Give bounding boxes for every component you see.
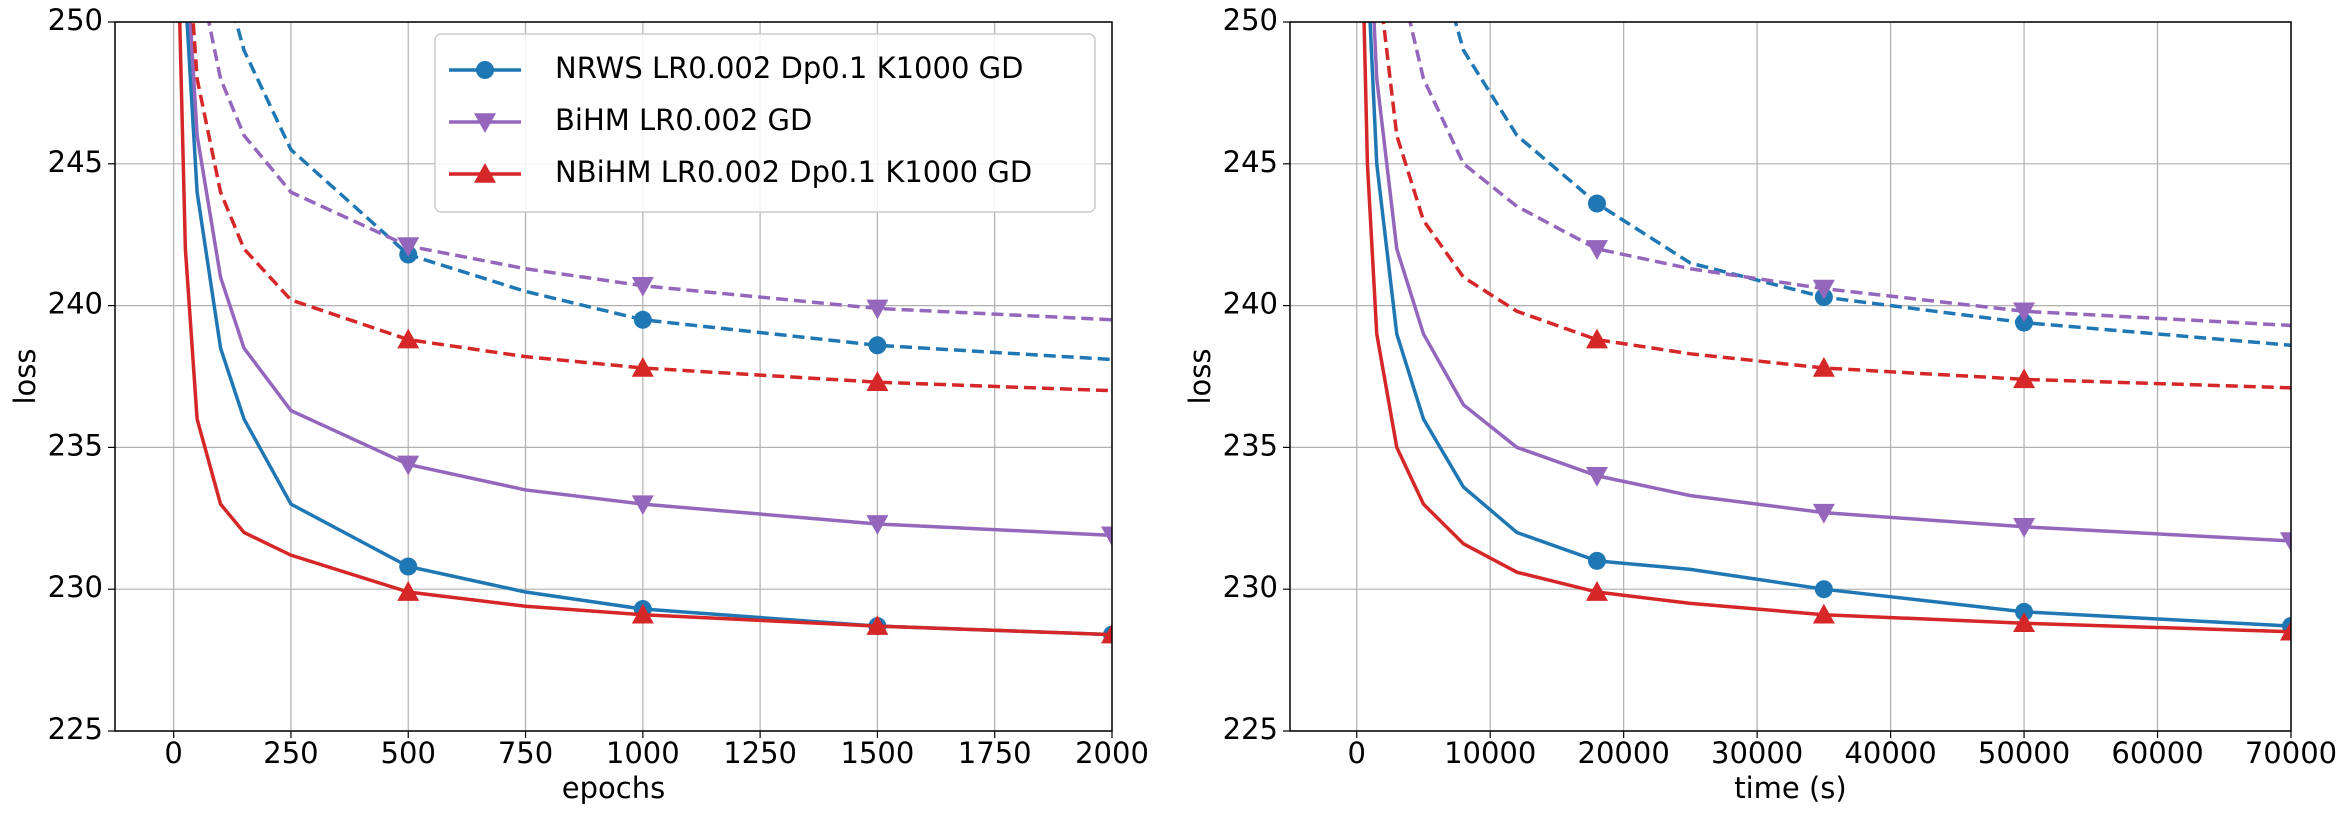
plot-area [1362,22,2291,641]
line-solid [185,22,1112,637]
marker [2013,368,2036,389]
x-tick-label: 0 [164,736,182,770]
line-dashed [191,22,1112,393]
x-axis-label: epochs [562,771,665,805]
y-tick-label: 240 [48,287,103,321]
line-dashed [1408,22,2291,328]
x-axis-label: time (s) [1734,771,1846,805]
marker [866,371,889,391]
y-tick-label: 245 [48,145,103,179]
marker [1812,356,1835,377]
legend: NRWS LR0.002 Dp0.1 K1000 GD BiHM LR0.002 … [434,33,1096,213]
marker [1587,551,1606,570]
marker [1814,580,1833,599]
legend-box [434,33,1096,213]
x-tick-label: 30000 [1711,736,1803,770]
x-tick-label: 500 [381,736,436,770]
legend-label: NBiHM LR0.002 Dp0.1 K1000 GD [555,155,1032,189]
x-tick-label: 20000 [1578,736,1670,770]
x-tick-label: 1750 [958,736,1032,770]
marker [1587,194,1606,213]
marker [1812,503,1835,524]
legend-label: NRWS LR0.002 Dp0.1 K1000 GD [555,51,1023,85]
y-tick-label: 235 [48,428,103,462]
line-solid [188,22,1112,538]
x-tick-label: 40000 [1844,736,1936,770]
x-tick-label: 1250 [723,736,797,770]
y-tick-label: 225 [48,712,103,746]
marker [2015,313,2034,332]
marker [2280,532,2291,552]
marker [397,455,420,476]
marker [2013,612,2036,633]
marker [1812,279,1835,300]
marker [631,276,654,297]
marker [1101,623,1112,644]
legend-marker [474,113,496,133]
y-tick-label: 230 [48,570,103,604]
marker [397,581,420,601]
y-tick-label: 250 [48,3,103,37]
x-tick-label: 1500 [841,736,915,770]
y-tick-label: 230 [1223,570,1278,604]
x-tick-label: 250 [263,736,318,770]
x-tick-label: 750 [498,736,553,770]
legend-marker [476,61,494,79]
marker [866,299,889,320]
y-tick-label: 240 [1223,287,1278,321]
x-tick-label: 50000 [1978,736,2070,770]
line-dashed [207,22,1112,322]
marker [1585,240,1608,260]
line-solid [1362,22,2291,634]
line-solid [177,22,1112,637]
y-axis-label: loss [1183,348,1217,404]
marker [633,310,652,329]
plot-frame [1289,21,2292,732]
line-dashed [1381,22,2291,390]
x-tick-label: 1000 [606,736,680,770]
marker [631,603,654,624]
marker [1585,581,1608,601]
marker [2013,518,2036,538]
y-tick-label: 235 [1223,428,1278,462]
marker [866,615,889,635]
x-tick-label: 0 [1348,736,1366,770]
x-tick-label: 10000 [1444,736,1536,770]
y-axis-label: loss [8,348,42,404]
line-solid [1368,22,2291,628]
marker [868,336,887,355]
y-tick-label: 225 [1223,712,1278,746]
marker [2013,302,2036,323]
legend-label: BiHM LR0.002 GD [555,103,812,137]
legend-marker [474,163,496,183]
marker [2280,620,2291,641]
chart: 0 250 500 750 1000 1250 1500 1750 2000 225 230 235 2… [8,3,1149,805]
line-dashed [1453,22,2291,348]
line-solid [1372,22,2291,543]
chart: 0 10000 20000 30000 40000 50000 60000 70000 225 2… [1183,3,2337,805]
marker [397,328,420,349]
plot-area [177,22,1112,644]
marker [397,237,420,258]
marker [631,495,654,516]
line-dashed [234,22,1112,362]
marker [1812,603,1835,624]
y-tick-label: 250 [1223,3,1278,37]
marker [866,515,889,535]
x-tick-label: 60000 [2111,736,2203,770]
marker [2015,602,2034,621]
marker [1101,526,1112,547]
marker [399,557,418,576]
x-tick-label: 2000 [1075,736,1149,770]
x-tick-label: 70000 [2245,736,2337,770]
marker [1585,466,1608,487]
plot-frame [114,21,1113,732]
marker [1585,328,1608,349]
marker [631,356,654,377]
y-tick-label: 245 [1223,145,1278,179]
